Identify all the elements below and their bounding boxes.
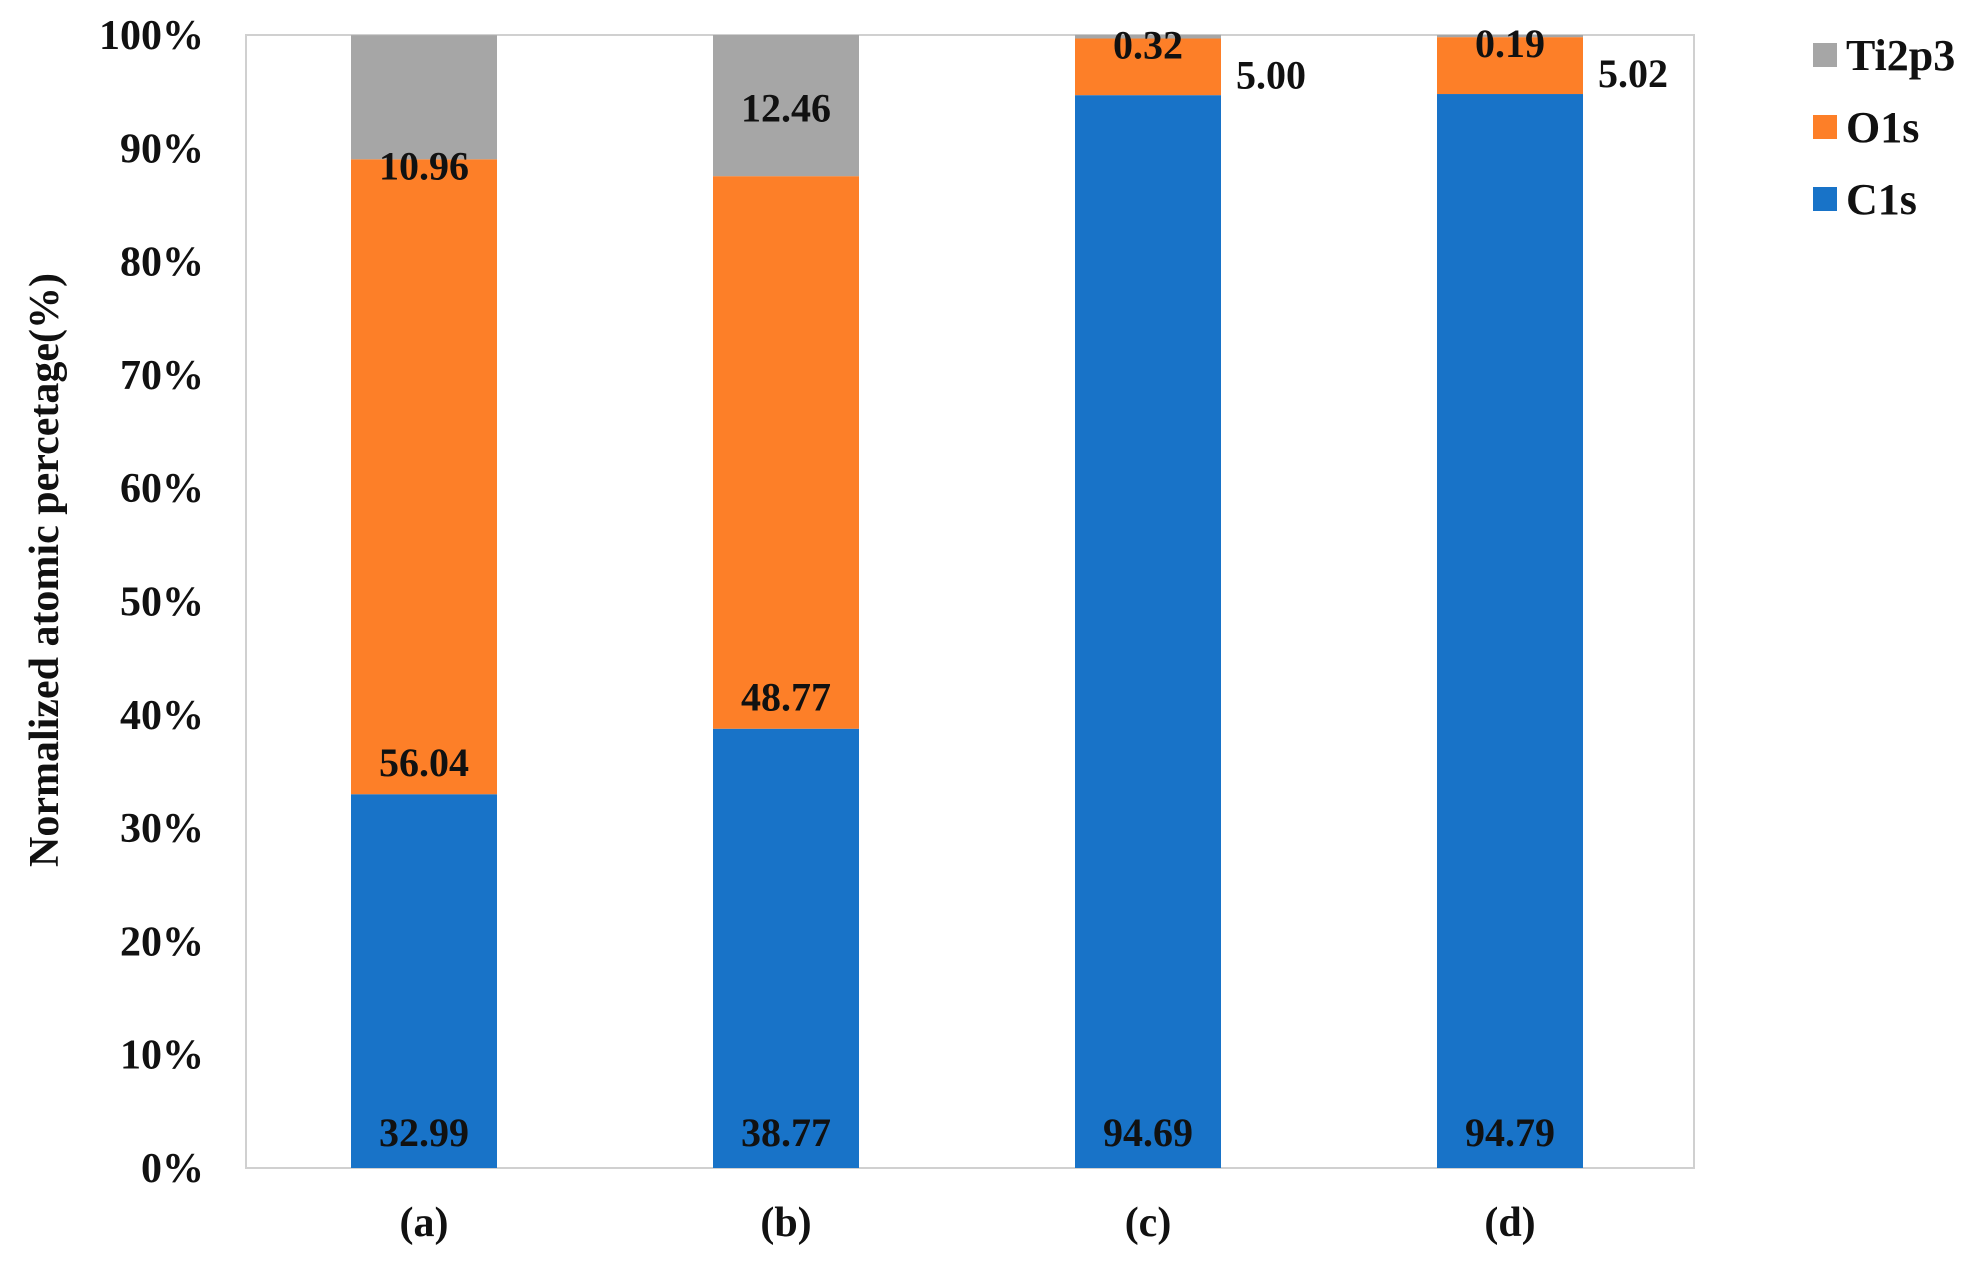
bar-o1s-c — [1075, 38, 1221, 96]
y-tick-label: 50% — [120, 580, 204, 626]
data-label-ti2p3-d: 0.19 — [1475, 21, 1545, 66]
data-label-ti2p3-c: 0.32 — [1113, 23, 1183, 68]
data-label-ti2p3-a: 10.96 — [379, 143, 469, 188]
bar-o1s-b — [713, 176, 859, 729]
bar-c1s-a — [351, 794, 497, 1168]
data-label-o1s-d: 5.02 — [1598, 51, 1668, 96]
x-category-label: (c) — [1125, 1200, 1172, 1246]
legend-swatch-c1s — [1813, 187, 1837, 211]
data-labels-group: 32.99 56.04 10.96 38.77 48.77 12.46 94.69 5.00 0… — [379, 21, 1668, 1155]
bar-c1s-b — [713, 728, 859, 1168]
bars-group — [351, 34, 1583, 1168]
y-axis: 0% 10% 20% 30% 40% 50% 60% 70% 80% 90% 100% — [99, 13, 204, 1192]
x-category-label: (d) — [1484, 1200, 1535, 1246]
data-label-c1s-d: 94.79 — [1465, 1110, 1555, 1155]
bar-o1s-d — [1437, 37, 1583, 95]
y-tick-label: 20% — [120, 919, 204, 965]
data-label-c1s-a: 32.99 — [379, 1110, 469, 1155]
y-tick-label: 30% — [120, 806, 204, 852]
x-category-label: (b) — [760, 1200, 811, 1246]
y-tick-label: 60% — [120, 466, 204, 512]
data-label-ti2p3-b: 12.46 — [741, 86, 831, 131]
y-tick-label: 100% — [99, 13, 204, 59]
legend: Ti2p3 O1s C1s — [1813, 31, 1955, 224]
data-label-c1s-c: 94.69 — [1103, 1110, 1193, 1155]
y-tick-label: 90% — [120, 126, 204, 172]
legend-label-ti2p3: Ti2p3 — [1846, 31, 1955, 80]
bar-c1s-c — [1075, 95, 1221, 1168]
bar-o1s-a — [351, 159, 497, 795]
data-label-c1s-b: 38.77 — [741, 1110, 831, 1155]
data-label-o1s-b: 48.77 — [741, 675, 831, 720]
data-label-o1s-c: 5.00 — [1236, 53, 1306, 98]
bar-ti2p3-d — [1437, 35, 1583, 38]
data-label-o1s-a: 56.04 — [379, 740, 469, 785]
y-tick-label: 40% — [120, 693, 204, 739]
x-axis: (a) (b) (c) (d) — [400, 1200, 1536, 1246]
bar-ti2p3-c — [1075, 34, 1221, 39]
legend-label-o1s: O1s — [1846, 103, 1919, 152]
y-tick-label: 10% — [120, 1033, 204, 1079]
y-tick-label: 80% — [120, 240, 204, 286]
y-axis-title: Normalized atomic percetage(%) — [22, 273, 68, 867]
bar-ti2p3-a — [351, 35, 497, 160]
x-category-label: (a) — [400, 1200, 449, 1246]
bar-c1s-d — [1437, 94, 1583, 1168]
y-tick-label: 0% — [141, 1146, 204, 1192]
y-tick-label: 70% — [120, 353, 204, 399]
legend-swatch-o1s — [1813, 115, 1837, 139]
legend-swatch-ti2p3 — [1813, 43, 1837, 67]
bar-ti2p3-b — [713, 35, 859, 177]
legend-label-c1s: C1s — [1846, 175, 1917, 224]
